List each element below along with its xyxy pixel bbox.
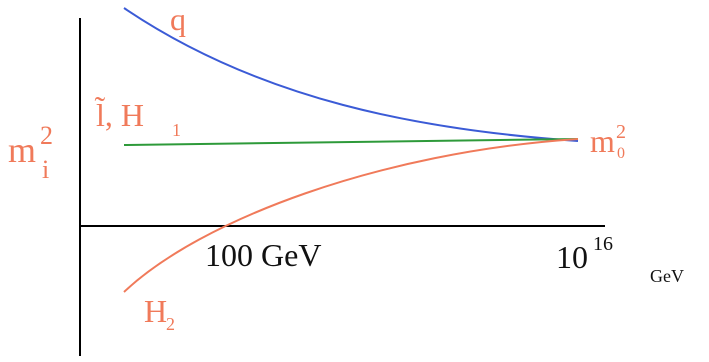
curve-q-label: q (170, 1, 186, 37)
x-tick-label-1e16-exponent: 16 (593, 233, 613, 255)
y-axis-label-base: m (8, 130, 36, 170)
curve-h2-label: H (144, 293, 167, 329)
h2-label-subscript: 2 (166, 314, 175, 334)
curve-q (123, 7, 579, 142)
convergence-label-subscript: 0 (617, 145, 625, 162)
h1-label: H (121, 97, 144, 133)
y-axis-label: m (8, 130, 36, 170)
convergence-label-superscript: 2 (616, 121, 626, 143)
x-axis-unit: GeV (650, 266, 684, 286)
y-axis-label-superscript: 2 (40, 121, 53, 150)
label-separator: , (105, 97, 121, 133)
x-tick-label-100gev: 100 GeV (205, 237, 321, 273)
slepton-label: l̃ (95, 97, 106, 133)
y-axis-label-subscript: i (42, 155, 49, 184)
convergence-label: m (590, 123, 615, 159)
curve-slepton-h1-label: l̃, H (95, 97, 145, 133)
h1-label-subscript: 1 (172, 120, 181, 140)
x-tick-label-1e16-base: 10 (556, 239, 588, 275)
curve-h2 (123, 138, 579, 293)
curve-slepton-h1 (123, 138, 579, 146)
